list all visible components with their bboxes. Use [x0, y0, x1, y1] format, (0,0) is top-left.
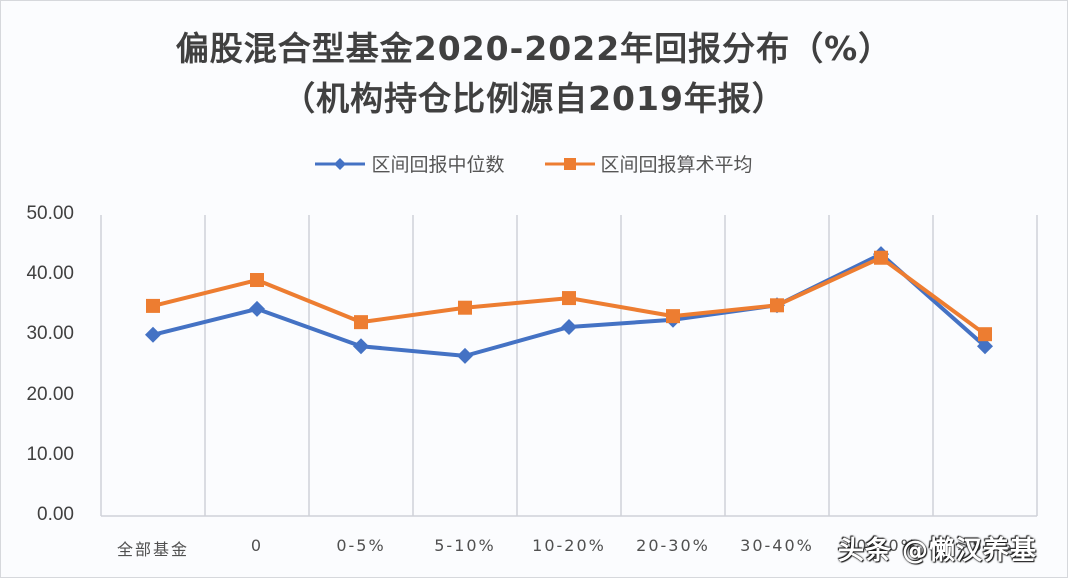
square-marker-icon	[544, 157, 595, 170]
watermark: 头条 @懒汉养基	[838, 536, 1038, 566]
legend-item-mean: 区间回报算术平均	[544, 150, 753, 177]
y-tick-label: 20.00	[26, 384, 74, 405]
diamond-marker-icon	[457, 347, 473, 364]
chart-title: 偏股混合型基金2020-2022年回报分布（%）	[175, 29, 893, 68]
diamond-marker-icon	[561, 318, 577, 335]
square-marker-icon	[146, 298, 160, 313]
y-tick-label: 50.00	[26, 203, 74, 224]
legend: 区间回报中位数 区间回报算术平均	[0, 150, 1068, 177]
square-marker-icon	[770, 298, 784, 313]
x-tick-label: 全部基金	[116, 540, 189, 559]
square-marker-icon	[666, 309, 680, 324]
legend-label-mean: 区间回报算术平均	[600, 154, 753, 176]
x-tick-label: >50%	[956, 536, 1014, 555]
diamond-marker-icon	[249, 300, 265, 317]
x-tick-label: 20-30%	[636, 536, 710, 555]
y-tick-label: 0.00	[37, 504, 74, 525]
y-tick-label: 30.00	[26, 323, 74, 344]
x-tick-label: 10-20%	[532, 536, 606, 555]
y-tick-label: 10.00	[26, 444, 74, 465]
x-tick-label: 30-40%	[740, 536, 814, 555]
square-marker-icon	[562, 291, 576, 306]
diamond-marker-icon	[353, 338, 369, 355]
square-marker-icon	[874, 250, 888, 265]
legend-item-median: 区间回报中位数	[315, 150, 505, 177]
diamond-marker-icon	[977, 338, 993, 355]
square-marker-icon	[978, 327, 992, 342]
square-marker-icon	[354, 315, 368, 330]
legend-label-median: 区间回报中位数	[371, 154, 505, 176]
square-marker-icon	[458, 300, 472, 315]
x-tick-label: 0-5%	[336, 536, 386, 555]
x-tick-label: 0	[250, 536, 264, 555]
chart-subtitle: （机构持仓比例源自2019年报）	[282, 79, 786, 118]
x-tick-label: 5-10%	[434, 536, 496, 555]
y-tick-label: 40.00	[26, 263, 74, 284]
x-tick-label: 40-50%	[844, 536, 918, 555]
diamond-marker-icon	[315, 157, 366, 170]
diamond-marker-icon	[145, 326, 161, 343]
square-marker-icon	[250, 273, 264, 288]
